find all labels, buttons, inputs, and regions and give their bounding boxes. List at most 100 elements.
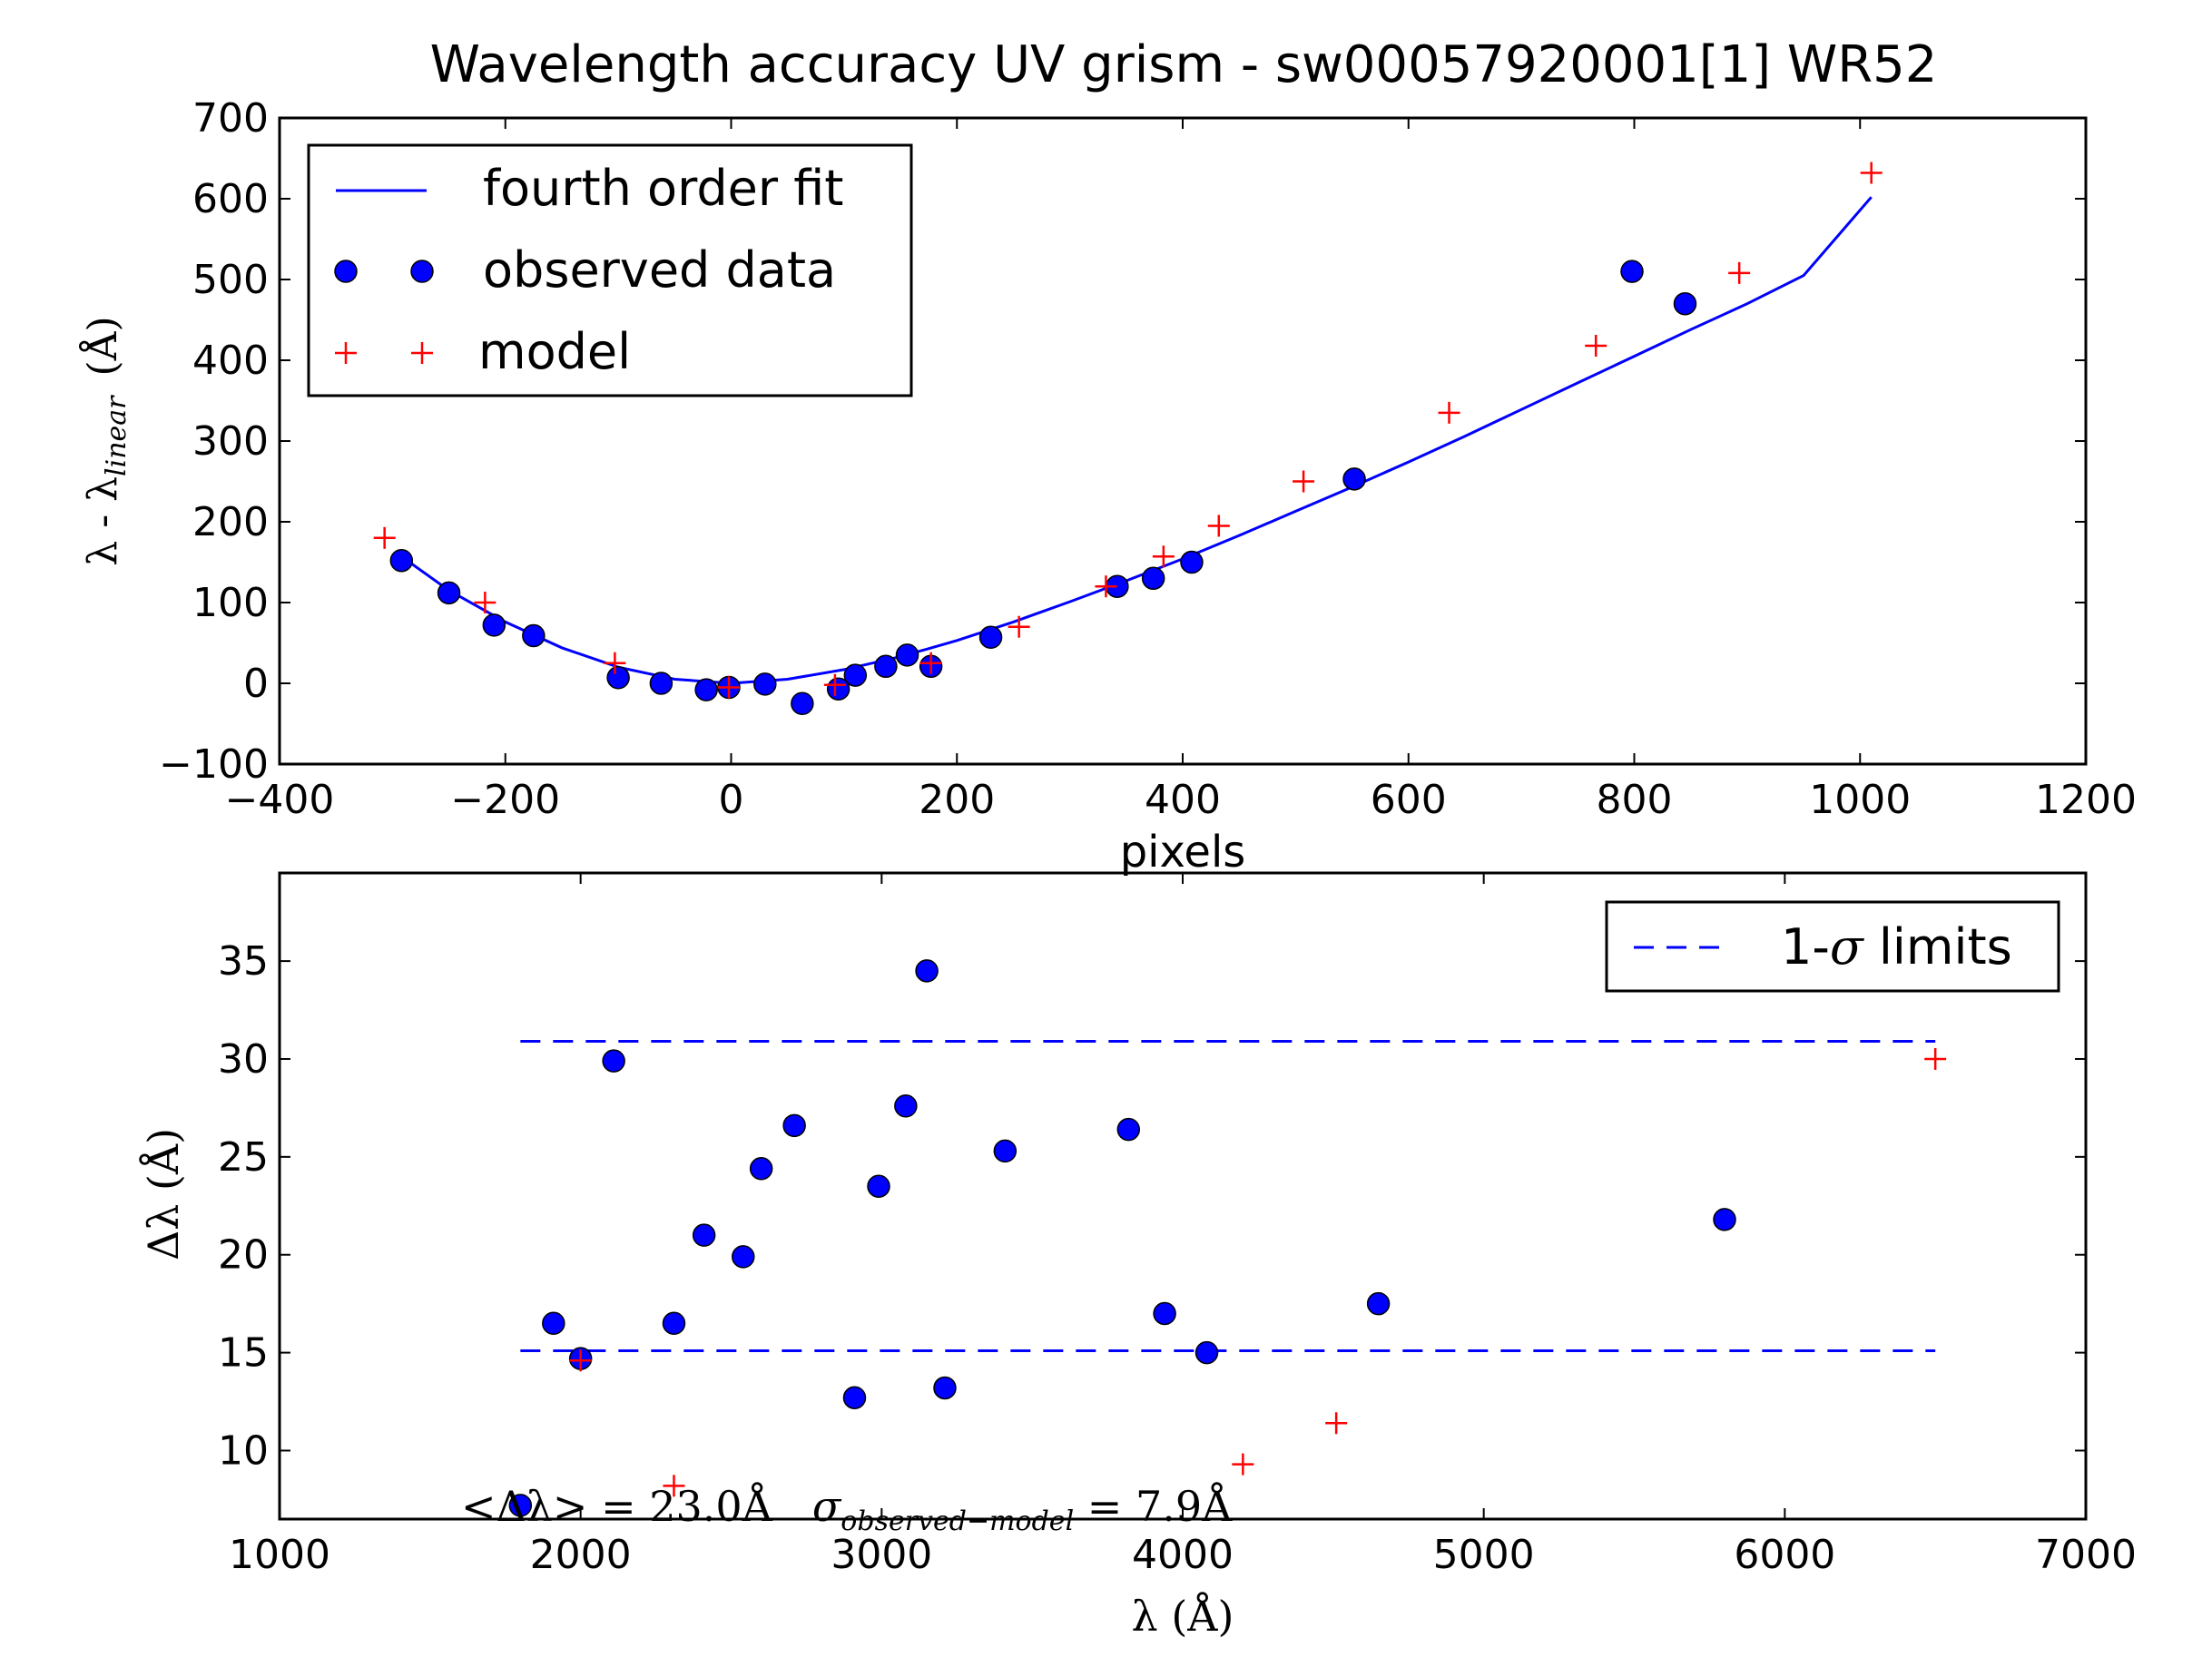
top-y-ticks: −100 0 100 200 300 400 500 600 700 (159, 95, 2086, 788)
observed-point (542, 1311, 565, 1335)
model-point (1207, 515, 1230, 537)
top-legend: fourth order fit observed data model (307, 143, 913, 397)
x-tick-label: 5000 (1433, 1532, 1535, 1578)
observed-point (662, 1311, 686, 1335)
top-chart: Wavelength accuracy UV grism - sw0005792… (78, 35, 2137, 878)
observed-point (843, 663, 868, 687)
observed-point (782, 1113, 806, 1138)
y-tick-label: 35 (218, 938, 269, 985)
observed-point (826, 677, 850, 701)
y-tick-label: −100 (159, 741, 269, 788)
observed-point (732, 1245, 755, 1269)
x-tick-label: −400 (225, 777, 335, 823)
model-point (373, 526, 396, 549)
observed-point (649, 672, 673, 695)
observed-point (606, 666, 630, 690)
x-tick-label: 1000 (1809, 777, 1911, 823)
observed-point (753, 672, 777, 696)
observed-point (791, 691, 814, 715)
model-point (919, 652, 942, 674)
observed-point (1366, 1291, 1391, 1316)
x-tick-label: 6000 (1734, 1532, 1835, 1578)
observed-point (1141, 566, 1165, 591)
legend-model-swatch (335, 342, 433, 364)
bottom-x-axis-label: λ (Å) (1132, 1591, 1234, 1641)
top-legend-box (307, 143, 913, 397)
observed-point (1153, 1301, 1176, 1326)
y-tick-label: 30 (218, 1036, 269, 1083)
bottom-annotation: <Δλ> = 23.0Å σobserved−model = 7.9Å (461, 1481, 1233, 1537)
x-tick-label: 2000 (530, 1532, 632, 1578)
x-tick-label: 1000 (229, 1532, 330, 1578)
y-tick-label: 100 (192, 580, 269, 626)
x-tick-label: 600 (1371, 777, 1447, 823)
observed-point (482, 613, 506, 637)
observed-point (437, 581, 461, 605)
observed-point (522, 623, 546, 648)
model-point (1860, 162, 1883, 184)
observed-point (389, 548, 414, 573)
observed-point (602, 1049, 625, 1073)
legend-limits-label: 1-σ limits (1781, 918, 2012, 976)
model-point (1008, 615, 1030, 638)
model-point (718, 676, 741, 699)
x-tick-label: 4000 (1132, 1532, 1234, 1578)
x-tick-label: 800 (1597, 777, 1673, 823)
observed-point (749, 1157, 773, 1181)
top-plot-area (373, 162, 1883, 715)
x-tick-label: 200 (919, 777, 995, 823)
model-point (1095, 575, 1117, 598)
observed-point (842, 1386, 867, 1409)
y-tick-label: 200 (192, 499, 269, 545)
bottom-plot-area (508, 959, 1947, 1517)
bottom-y-ticks: 10 15 20 25 30 35 (218, 938, 2086, 1474)
model-point (823, 673, 846, 696)
y-tick-label: 600 (192, 176, 269, 222)
legend-observed-label: observed data (483, 241, 836, 299)
legend-model-label: model (478, 323, 631, 380)
observed-point (694, 678, 718, 701)
observed-point (1116, 1117, 1141, 1142)
y-tick-label: 20 (218, 1232, 269, 1279)
top-x-ticks: −400 −200 0 200 400 600 800 1000 1200 (225, 118, 2137, 823)
model-point (1293, 470, 1315, 493)
y-tick-label: 400 (192, 338, 269, 384)
x-tick-label: 0 (719, 777, 744, 823)
y-tick-label: 500 (192, 257, 269, 303)
observed-point (978, 625, 1003, 650)
y-tick-label: 300 (192, 418, 269, 465)
observed-point (1180, 550, 1204, 574)
model-point (604, 652, 626, 674)
observed-point (1673, 291, 1697, 316)
legend-observed-swatch (334, 260, 358, 283)
model-point (1232, 1453, 1254, 1476)
observed-point (895, 643, 919, 667)
bottom-x-ticks: 1000 2000 3000 4000 5000 6000 7000 (229, 873, 2137, 1578)
observed-point (1713, 1208, 1736, 1231)
observed-point (1342, 467, 1366, 491)
y-tick-label: 0 (243, 661, 269, 707)
model-point (1728, 261, 1751, 284)
y-tick-label: 10 (218, 1427, 269, 1474)
top-chart-title: Wavelength accuracy UV grism - sw0005792… (430, 35, 1938, 94)
legend-observed-swatch (410, 260, 434, 283)
observed-point (508, 1494, 533, 1517)
y-tick-label: 25 (218, 1134, 269, 1181)
x-tick-label: 3000 (831, 1532, 932, 1578)
x-tick-label: 7000 (2035, 1532, 2137, 1578)
observed-point (1620, 260, 1644, 283)
model-point (663, 1475, 685, 1497)
observed-point (993, 1139, 1018, 1163)
observed-point (867, 1174, 890, 1198)
y-tick-label: 15 (218, 1330, 269, 1377)
observed-point (894, 1094, 918, 1118)
observed-point (874, 654, 898, 679)
model-point (569, 1349, 592, 1372)
x-tick-label: 400 (1145, 777, 1221, 823)
model-point (1924, 1047, 1947, 1070)
model-point (1325, 1412, 1348, 1435)
observed-point (915, 959, 939, 983)
top-x-axis-label: pixels (1120, 827, 1246, 878)
bottom-chart: 1000 2000 3000 4000 5000 6000 7000 10 15 20 25 30 3… (138, 871, 2137, 1641)
